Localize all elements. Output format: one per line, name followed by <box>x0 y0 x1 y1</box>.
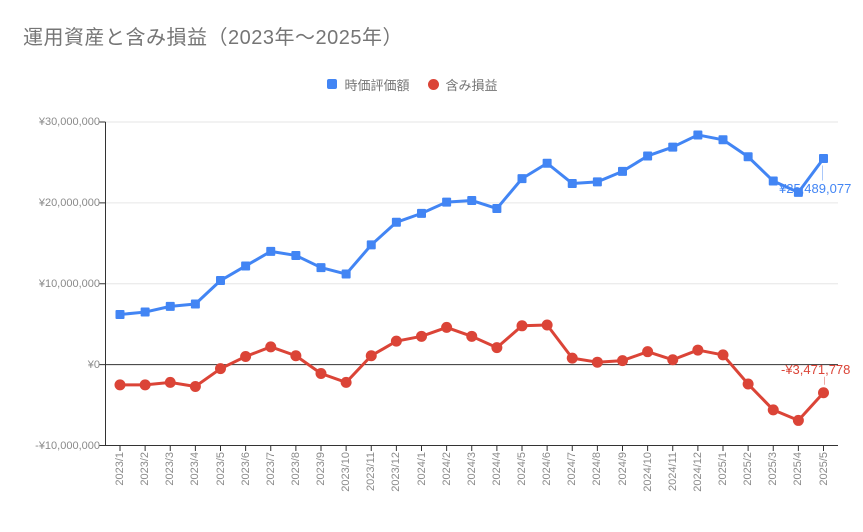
x-axis-label: 2023/2 <box>139 452 152 486</box>
x-axis-label: 2025/5 <box>817 452 830 486</box>
x-axis-label: 2023/6 <box>239 452 252 486</box>
x-axis-label: 2023/1 <box>114 452 126 486</box>
y-axis-label: ¥20,000,000 <box>38 196 100 209</box>
x-axis-label: 2024/2 <box>440 452 453 486</box>
x-axis-label: 2023/10 <box>340 452 353 492</box>
y-axis-label: -¥10,000,000 <box>35 439 100 452</box>
x-axis-label: 2024/7 <box>566 452 579 486</box>
y-axis-label: ¥10,000,000 <box>38 277 100 290</box>
x-axis-label: 2023/4 <box>189 452 202 486</box>
legend-label-market-value: 時価評価額 <box>344 77 410 93</box>
x-axis-label: 2024/12 <box>691 452 704 492</box>
x-axis-label: 2025/2 <box>742 452 755 486</box>
x-axis-label: 2024/8 <box>591 452 604 486</box>
y-axis-label: ¥0 <box>87 358 100 371</box>
x-axis-label: 2023/11 <box>365 452 378 491</box>
x-axis-label: 2024/9 <box>616 452 629 486</box>
annotation-market-value-last: ¥25,489,077 <box>779 181 852 196</box>
chart-title: 運用資産と含み損益（2023年～2025年） <box>23 27 403 49</box>
legend-item-unrealized-pl: 含み損益 <box>427 75 498 94</box>
x-axis-label: 2025/3 <box>767 452 780 486</box>
blue-square-marker-icon <box>327 79 338 89</box>
x-axis-label: 2024/3 <box>465 452 478 486</box>
x-axis-label: 2023/5 <box>214 452 227 486</box>
x-axis-label: 2024/11 <box>666 452 679 491</box>
legend: 時価評価額 含み損益 <box>0 74 825 94</box>
x-axis-label: 2024/4 <box>490 452 503 486</box>
x-axis-label: 2023/8 <box>289 452 302 486</box>
x-axis-label: 2025/4 <box>792 452 805 486</box>
red-circle-marker-icon <box>427 78 439 90</box>
x-axis-label: 2024/6 <box>541 452 554 486</box>
x-axis-label: 2023/3 <box>164 452 177 486</box>
legend-label-unrealized-pl: 含み損益 <box>445 77 498 93</box>
x-axis-label: 2024/5 <box>516 452 528 486</box>
x-axis-label: 2024/1 <box>415 452 428 486</box>
x-axis-label: 2024/10 <box>641 452 654 492</box>
annotation-unrealized-pl-last: -¥3,471,778 <box>781 362 851 377</box>
y-axis-label: ¥30,000,000 <box>38 116 100 128</box>
legend-item-market-value: 時価評価額 <box>327 75 410 94</box>
x-axis-label: 2023/12 <box>390 452 403 492</box>
x-axis-label: 2023/9 <box>315 452 327 486</box>
x-axis-label: 2023/7 <box>264 452 277 486</box>
x-axis-label: 2025/1 <box>717 452 729 486</box>
